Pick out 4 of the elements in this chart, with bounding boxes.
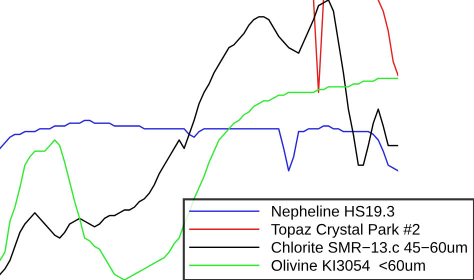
legend-label: Olivine KI3054 <60um <box>272 260 425 271</box>
legend-label: Topaz Crystal Park #2 <box>271 224 420 238</box>
legend-label: Chlorite SMR−13.c 45−60um <box>272 242 467 253</box>
legend-label: Nepheline HS19.3 <box>272 205 394 220</box>
